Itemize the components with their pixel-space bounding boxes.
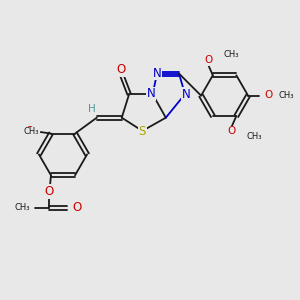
Text: CH₃: CH₃ [14, 203, 29, 212]
Text: N: N [153, 67, 161, 80]
Text: S: S [139, 125, 146, 138]
Text: O: O [204, 55, 213, 65]
Text: O: O [44, 185, 53, 198]
Text: O: O [228, 126, 236, 136]
Text: CH₃: CH₃ [223, 50, 238, 59]
Text: CH₃: CH₃ [279, 91, 294, 100]
Text: CH₃: CH₃ [247, 132, 262, 141]
Text: O: O [25, 127, 33, 136]
Text: O: O [264, 90, 272, 100]
Text: O: O [116, 63, 126, 76]
Text: CH₃: CH₃ [24, 127, 39, 136]
Text: N: N [147, 87, 155, 100]
Text: O: O [72, 201, 82, 214]
Text: H: H [88, 104, 95, 115]
Text: N: N [182, 88, 191, 101]
